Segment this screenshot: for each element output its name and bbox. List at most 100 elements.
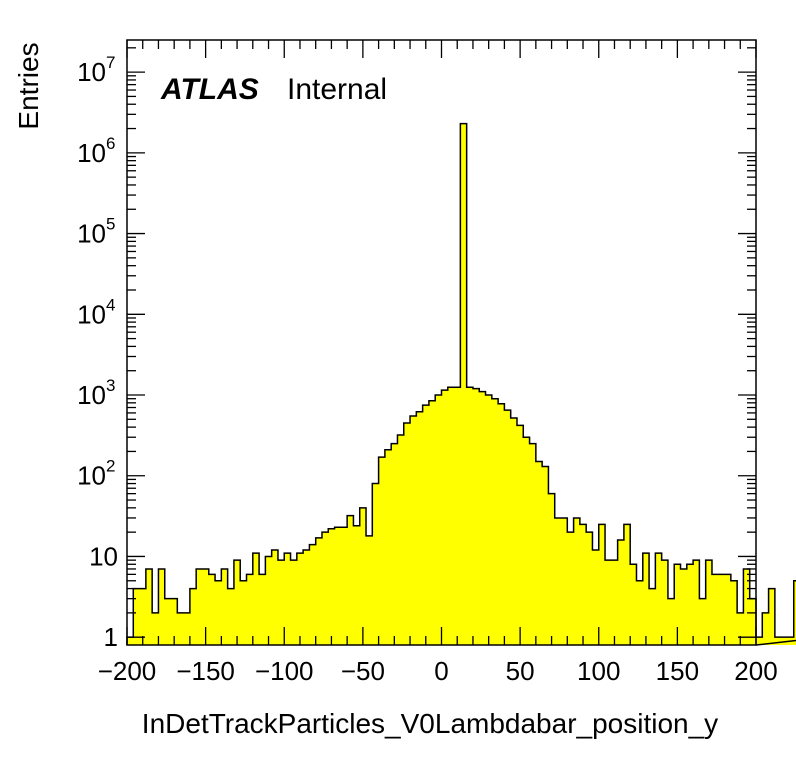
histogram-bar [435, 395, 442, 645]
histogram-bar [498, 403, 505, 645]
histogram-bar [737, 612, 744, 645]
histogram-bar [246, 574, 254, 645]
x-axis-title: InDetTrackParticles_V0Lambdabar_position… [142, 708, 718, 739]
histogram-bar [315, 537, 323, 645]
y-tick-exponent: 5 [106, 215, 115, 234]
histogram-bar [718, 574, 725, 645]
histogram-bar [410, 415, 417, 645]
histogram-bar [265, 556, 273, 645]
histogram-bar [774, 637, 782, 645]
histogram-bar [139, 588, 147, 645]
histogram-bar [548, 493, 556, 645]
histogram-bar [309, 544, 317, 645]
histogram-bar [384, 449, 392, 645]
histogram-bar [598, 524, 606, 645]
histogram-bar [586, 532, 593, 645]
y-tick-label: 1 [104, 622, 118, 652]
histogram-bar [353, 525, 361, 645]
histogram-bar [321, 532, 329, 645]
y-tick-label: 10 [77, 461, 106, 491]
histogram-bar [164, 598, 172, 645]
histogram-bar [271, 550, 279, 645]
x-tick-label: 100 [577, 656, 620, 686]
histogram-bar [259, 574, 266, 645]
axis-ticks [126, 40, 757, 645]
histogram-bar [693, 560, 700, 645]
histogram-bar [479, 391, 486, 645]
histogram-bar [340, 527, 348, 645]
histogram-bar [284, 553, 291, 645]
histogram-bar [554, 517, 562, 645]
histogram-bar [152, 612, 159, 645]
histogram-bar [391, 443, 398, 645]
histogram-outline [126, 122, 796, 646]
histogram-bar [221, 568, 229, 645]
histogram-bar [454, 387, 461, 645]
histogram-bar [573, 517, 581, 645]
histogram-bar [366, 535, 373, 645]
histogram-bar [724, 574, 732, 645]
histogram-bar [793, 580, 796, 645]
histogram-bar [749, 598, 757, 645]
histogram-bar [711, 574, 719, 645]
histogram-bar [171, 598, 178, 645]
x-tick-label: 0 [434, 656, 448, 686]
histogram-bar [472, 388, 480, 645]
histogram-bar [196, 568, 203, 645]
histogram-bar [611, 560, 619, 645]
histogram-bar [189, 588, 197, 645]
histogram-bar [328, 528, 335, 645]
histogram-bar [133, 588, 140, 645]
histogram-bar [428, 400, 436, 645]
histogram-bar [756, 637, 763, 645]
histogram-bar [202, 568, 210, 645]
histogram-bar [516, 425, 524, 645]
histogram-bar [636, 580, 644, 645]
histogram-bar [642, 553, 650, 645]
y-tick-exponent: 7 [106, 53, 115, 72]
histogram-bar [334, 527, 342, 645]
histogram-bar [504, 410, 512, 645]
histogram-bar [661, 560, 669, 645]
histogram-bar [623, 524, 631, 645]
histogram-bar [535, 461, 543, 645]
y-tick-label: 10 [89, 541, 118, 571]
histogram-bar [208, 574, 216, 645]
y-tick-exponent: 6 [106, 134, 115, 153]
x-tick-label: −100 [255, 656, 314, 686]
histogram-bar [447, 387, 455, 645]
x-tick-label: −50 [341, 656, 385, 686]
y-tick-label: 10 [77, 219, 106, 249]
histogram-bar [592, 550, 600, 645]
histogram-bar [145, 568, 153, 645]
histogram-bar [523, 437, 530, 645]
histogram-bar [743, 568, 751, 645]
histogram-bar [290, 560, 298, 645]
histogram-bar [630, 564, 637, 645]
histogram-bar [579, 524, 587, 645]
histogram-bar [296, 553, 304, 645]
y-tick-exponent: 4 [106, 295, 115, 314]
y-axis-title: Entries [13, 42, 44, 129]
x-tick-labels: −200 −150 −100 −50 0 50 100 150 200 [98, 656, 778, 686]
histogram-bar [762, 612, 769, 645]
histogram-bar [177, 612, 185, 645]
internal-label: Internal [287, 73, 387, 106]
histogram-bar [699, 598, 707, 645]
y-tick-exponent: 3 [106, 376, 115, 395]
y-tick-label: 10 [77, 57, 106, 87]
histogram-bar [240, 580, 247, 645]
histogram-bar [378, 457, 386, 645]
histogram-bar [127, 637, 134, 645]
histogram-bar [183, 612, 191, 645]
histogram-bar [561, 517, 568, 645]
y-tick-exponent: 2 [106, 457, 115, 476]
histogram-bar [347, 515, 354, 645]
histogram-bar [466, 387, 474, 645]
histogram-bar [542, 466, 549, 645]
histogram-bar [674, 564, 681, 645]
x-tick-label: 200 [734, 656, 777, 686]
histogram-bar [510, 417, 518, 645]
histogram-bar [252, 553, 260, 645]
